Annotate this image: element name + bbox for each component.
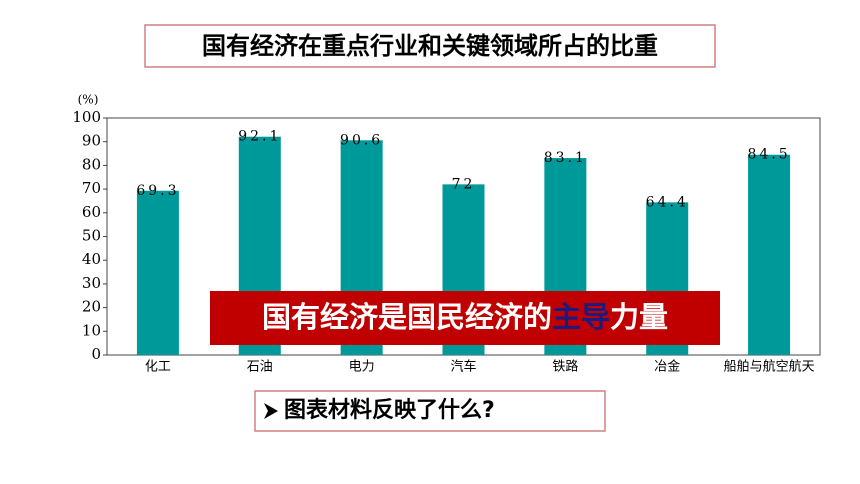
y-tick-label: 10 [82, 321, 101, 339]
x-tick-label: 铁路 [552, 359, 578, 375]
x-tick-label: 冶金 [654, 359, 680, 375]
value-label: 72 [452, 176, 476, 192]
y-tick-label: 50 [82, 227, 101, 245]
banner-part: 国有经济是国民经济的 [262, 300, 552, 334]
value-label: 90.6 [340, 132, 383, 148]
y-axis-label: (%) [78, 93, 99, 107]
bar [136, 190, 179, 355]
y-tick-label: 70 [82, 179, 101, 197]
bullet-arrow [264, 403, 278, 419]
y-tick-label: 90 [82, 132, 101, 150]
banner-emphasis: 主导 [552, 300, 610, 334]
y-tick-label: 20 [82, 298, 101, 316]
x-tick-label: 化工 [145, 360, 171, 375]
value-label: 83.1 [544, 150, 587, 166]
y-tick-label: 0 [91, 345, 101, 363]
banner-text: 国有经济是国民经济的主导力量 [262, 300, 668, 334]
value-label: 84.5 [747, 147, 790, 163]
bar [748, 154, 791, 355]
y-tick-label: 30 [82, 274, 101, 292]
title-box [144, 24, 716, 68]
slide-title: 国有经济在重点行业和关键领域所占的比重 [202, 32, 658, 60]
y-tick-label: 60 [82, 203, 101, 221]
x-tick-label: 汽车 [450, 359, 476, 375]
value-label: 64.4 [646, 194, 689, 210]
x-tick-label: 船舶与航空航天 [724, 359, 815, 375]
y-tick-label: 80 [82, 155, 101, 173]
x-tick-label: 石油 [247, 360, 273, 375]
y-tick-label: 40 [82, 250, 101, 268]
question-text: 图表材料反映了什么? [284, 398, 495, 423]
banner-part: 力量 [610, 300, 668, 334]
y-tick-label: 100 [72, 108, 101, 126]
x-tick-label: 电力 [349, 360, 375, 375]
value-label: 92.1 [238, 129, 281, 145]
question-box [254, 390, 606, 432]
value-label: 69.3 [136, 183, 179, 199]
banner-box [210, 291, 720, 345]
